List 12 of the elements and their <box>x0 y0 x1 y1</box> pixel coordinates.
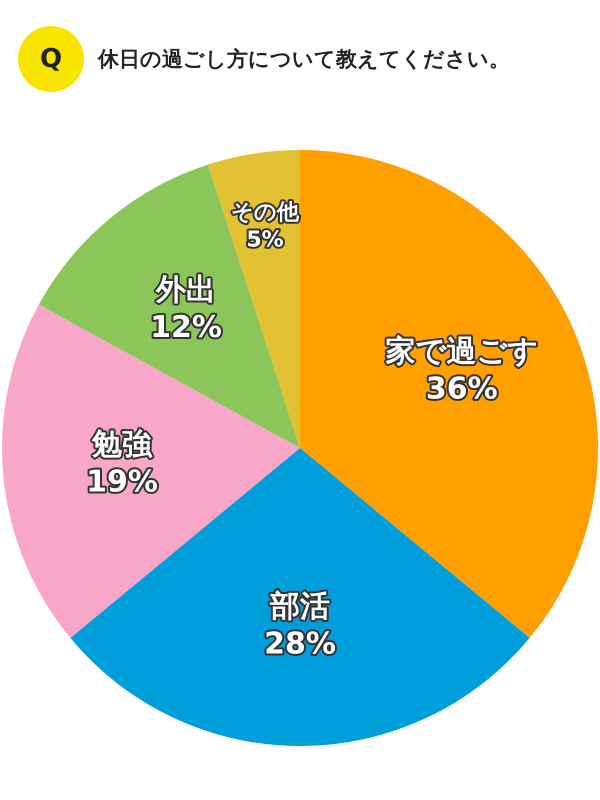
chart-title: 休日の過ごし方について教えてください。 <box>98 46 510 73</box>
data-label: 12% <box>150 310 222 345</box>
data-label: 5% <box>246 228 284 253</box>
q-badge-icon: Q <box>18 26 84 92</box>
slice-label: 家で過ごす <box>385 334 538 369</box>
slice-label: 外出 <box>155 272 216 308</box>
slice-label: 部活 <box>269 588 330 624</box>
data-label: 28% <box>264 626 336 662</box>
slice-label: その他 <box>231 200 300 226</box>
data-label: 36% <box>426 371 498 406</box>
data-label: 19% <box>86 464 158 500</box>
slice-label: 勉強 <box>90 426 153 462</box>
